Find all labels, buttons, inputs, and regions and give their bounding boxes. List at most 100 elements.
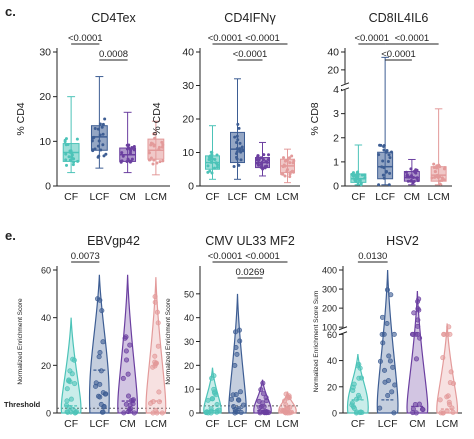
- data-point: [209, 160, 213, 164]
- data-point: [450, 409, 456, 415]
- data-point: [149, 141, 153, 145]
- data-point: [152, 353, 158, 359]
- data-point: [438, 182, 442, 186]
- data-point: [235, 397, 241, 403]
- data-point: [238, 141, 242, 145]
- data-point: [280, 172, 284, 176]
- data-point: [382, 176, 386, 180]
- data-point: [415, 168, 419, 172]
- data-point: [285, 169, 289, 173]
- y-tick-label: 20: [182, 114, 194, 126]
- data-point: [241, 149, 245, 153]
- data-point: [389, 150, 393, 154]
- data-point: [443, 166, 447, 170]
- data-point: [235, 155, 239, 159]
- data-point: [64, 386, 70, 392]
- data-point: [239, 150, 243, 154]
- data-point: [415, 299, 421, 305]
- data-point: [155, 343, 161, 349]
- data-point: [63, 138, 67, 142]
- data-point: [100, 125, 104, 129]
- data-point: [358, 179, 362, 183]
- p-value-label: 0.0073: [71, 251, 100, 262]
- data-point: [285, 158, 289, 162]
- y-tick-label: 0: [189, 409, 194, 419]
- threshold-label: Threshold: [4, 400, 41, 409]
- data-point: [413, 356, 419, 362]
- data-point: [381, 173, 385, 177]
- y-tick-label: 50: [184, 289, 194, 299]
- data-point: [213, 166, 217, 170]
- y-tick-label: 60: [41, 266, 51, 276]
- data-point: [386, 160, 390, 164]
- data-point: [446, 324, 452, 330]
- data-point: [211, 157, 215, 161]
- data-point: [70, 155, 74, 159]
- x-tick-label: LCF: [375, 191, 395, 203]
- p-value-label: <0.0001: [354, 33, 389, 44]
- y-tick-label: 1: [333, 156, 339, 168]
- data-point: [409, 167, 413, 171]
- data-point: [237, 126, 241, 130]
- data-point: [90, 139, 94, 143]
- data-point: [76, 159, 80, 163]
- y-tick-label: 0: [46, 409, 51, 419]
- data-point: [160, 140, 164, 144]
- data-point: [260, 409, 266, 415]
- data-point: [121, 154, 125, 158]
- chart-title: CMV UL33 MF2: [205, 234, 295, 248]
- data-point: [161, 159, 165, 163]
- data-point: [386, 353, 392, 359]
- y-tick-label: 400: [322, 266, 337, 276]
- x-tick-label: LCM: [276, 191, 298, 203]
- x-tick-label: LCM: [145, 191, 167, 203]
- data-point: [448, 369, 454, 375]
- data-point: [438, 165, 442, 169]
- data-point: [93, 147, 97, 151]
- data-point: [214, 408, 220, 414]
- data-point: [123, 334, 129, 340]
- data-point: [444, 408, 450, 414]
- data-point: [72, 381, 78, 387]
- data-point: [349, 400, 355, 406]
- p-value-label: <0.0001: [245, 251, 280, 262]
- data-point: [262, 157, 266, 161]
- data-point: [292, 159, 296, 163]
- data-point: [91, 136, 95, 140]
- data-point: [408, 179, 412, 183]
- p-value-label: <0.0001: [208, 33, 243, 44]
- data-point: [96, 393, 102, 399]
- p-value-label: <0.0001: [395, 33, 430, 44]
- data-point: [377, 153, 381, 157]
- data-point: [438, 175, 442, 179]
- y-tick-label: 20: [39, 91, 51, 103]
- y-tick-label: 10: [182, 147, 194, 159]
- data-point: [67, 368, 73, 374]
- y-axis-label: Normalized Enrichment Score Sum: [313, 291, 320, 393]
- data-point: [260, 160, 264, 164]
- data-point: [99, 148, 103, 152]
- data-point: [103, 117, 107, 121]
- data-point: [129, 149, 133, 153]
- x-tick-label: CM: [254, 191, 270, 203]
- data-point: [213, 157, 217, 161]
- data-point: [214, 402, 220, 408]
- data-point: [237, 338, 243, 344]
- data-point: [384, 321, 390, 327]
- data-point: [130, 401, 136, 407]
- data-point: [75, 137, 79, 141]
- data-point: [67, 155, 71, 159]
- y-tick-label: 100: [322, 323, 337, 333]
- data-point: [66, 404, 72, 410]
- data-point: [95, 296, 101, 302]
- data-point: [64, 143, 68, 147]
- axis-break-mark: [340, 87, 350, 92]
- y-tick-label: 40: [184, 313, 194, 323]
- data-point: [440, 355, 446, 361]
- data-point: [70, 151, 74, 155]
- data-point: [289, 409, 295, 415]
- data-point: [266, 157, 270, 161]
- axis-break-mark: [338, 326, 348, 331]
- data-point: [413, 331, 419, 337]
